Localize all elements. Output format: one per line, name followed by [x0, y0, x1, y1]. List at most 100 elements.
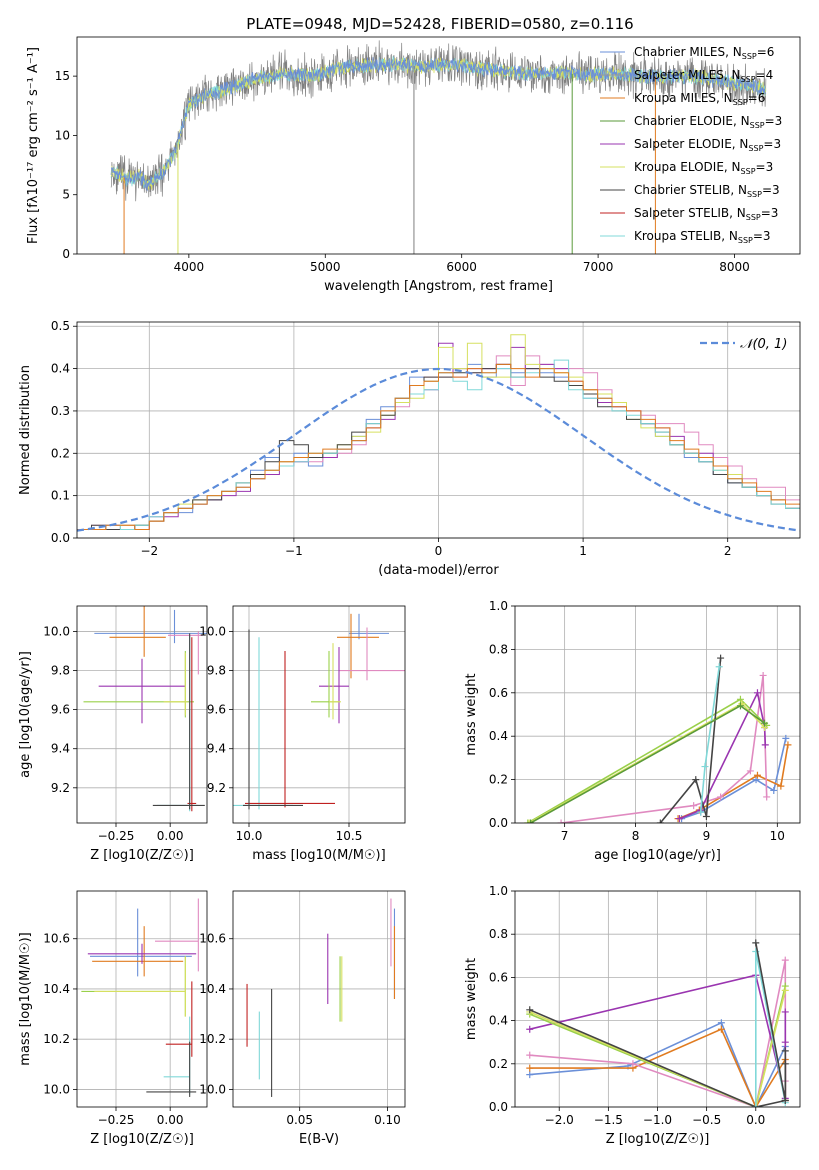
plot-area	[526, 939, 789, 1107]
weight-point-marker	[557, 819, 565, 823]
weight-point-marker	[752, 776, 760, 784]
y-axis-label: mass weight	[464, 958, 479, 1040]
weight-point-marker	[697, 808, 705, 816]
x-tick-label: 0	[435, 544, 443, 558]
weight-point-marker	[717, 654, 725, 662]
weight-series-line	[529, 959, 787, 1107]
legend-label-suffix: =3	[765, 114, 783, 128]
legend-label-suffix: =6	[748, 91, 766, 105]
x-axis-label: Z [log10(Z/Z☉)]	[90, 848, 194, 863]
plot-area	[81, 898, 199, 1097]
weight-vs-age-panel: 7 8 9 10 0.0 0.2 0.4 0.6 0.8 1.0 age [log10(age/yr…	[464, 599, 801, 863]
y-tick-label: 10.4	[199, 982, 226, 996]
y-tick-label: 0.4	[489, 1014, 508, 1028]
figure-title: PLATE=0948, MJD=52428, FIBERID=0580, z=0…	[246, 15, 633, 33]
legend-label-suffix: =4	[756, 68, 774, 82]
y-tick-label: 0.0	[489, 816, 508, 830]
weight-point-marker	[746, 767, 754, 775]
y-tick-label: 0.0	[489, 1100, 508, 1114]
weight-point-marker	[753, 689, 761, 697]
y-tick-label: 0.5	[51, 319, 70, 333]
y-tick-label: 0.6	[489, 686, 508, 700]
y-tick-label: 0.0	[51, 531, 70, 545]
x-tick-label: −0.25	[98, 829, 135, 843]
x-axis-label: Z [log10(Z/Z☉)]	[90, 1132, 194, 1147]
y-tick-label: 10.6	[43, 932, 70, 946]
weight-point-marker	[781, 1097, 789, 1105]
y-tick-label: 0.2	[51, 446, 70, 460]
x-tick-label: 0.05	[286, 1113, 313, 1127]
legend-label-main: Chabrier STELIB, N	[634, 183, 747, 197]
x-tick-label: 9	[703, 829, 711, 843]
axes-frame	[76, 321, 801, 539]
axes-frame	[76, 605, 208, 824]
y-tick-label: 0.2	[489, 1057, 508, 1071]
axes-frame	[514, 890, 801, 1108]
y-tick-label: 0.6	[489, 970, 508, 984]
weight-point-marker	[736, 695, 744, 703]
x-tick-label: 1	[579, 544, 587, 558]
x-axis-label: mass [log10(M/M☉)]	[252, 848, 385, 863]
legend-label-sub: SSP	[742, 52, 757, 61]
weight-point-marker	[690, 802, 698, 810]
y-tick-label: 9.6	[207, 703, 226, 717]
x-tick-label: 0.00	[157, 829, 184, 843]
y-tick-label: 9.6	[51, 703, 70, 717]
plot-area	[110, 40, 767, 254]
y-axis-label: age [log10(age/yr)]	[18, 651, 33, 778]
x-tick-label: 8	[632, 829, 640, 843]
legend-label-main: Salpeter STELIB, N	[634, 206, 746, 220]
y-tick-label: 10.0	[199, 1082, 226, 1096]
weight-point-marker	[715, 663, 723, 671]
weight-point-marker	[781, 1038, 789, 1046]
legend-label: Kroupa MILES, NSSP=6	[634, 91, 765, 107]
x-tick-label: −2.0	[545, 1113, 574, 1127]
age-vs-mass-panel: 10.0 10.5 9.2 9.4 9.6 9.8 10.0 mass [log10(M/M☉…	[199, 605, 406, 863]
legend-label-suffix: =3	[763, 137, 781, 151]
y-axis-label: mass [log10(M/M☉)]	[18, 932, 33, 1065]
weight-point-marker	[526, 1071, 534, 1079]
legend-label-sub: SSP	[750, 121, 765, 130]
weight-point-marker	[717, 793, 725, 801]
x-axis-label: age [log10(age/yr)]	[594, 848, 721, 863]
axes-frame	[76, 36, 801, 255]
y-tick-label: 0.8	[489, 642, 508, 656]
y-tick-label: 10.2	[199, 1032, 226, 1046]
weight-point-marker	[717, 1025, 725, 1033]
x-tick-label: 0.00	[157, 1113, 184, 1127]
y-tick-label: 15	[55, 69, 70, 83]
legend-label: 𝒩(0, 1)	[740, 337, 787, 352]
legend-label-main: Kroupa STELIB, N	[634, 229, 738, 243]
legend-label-main: Salpeter ELODIE, N	[634, 137, 748, 151]
x-tick-label: −0.25	[98, 1113, 135, 1127]
model-spectrum-line	[110, 57, 767, 192]
normal-distribution-curve	[77, 367, 800, 532]
y-tick-label: 1.0	[489, 599, 508, 613]
legend-label: Salpeter STELIB, NSSP=3	[634, 206, 778, 222]
weight-point-marker	[701, 763, 709, 771]
x-tick-label: 4000	[174, 260, 205, 274]
y-tick-label: 9.4	[207, 742, 226, 756]
y-tick-label: 0.4	[51, 362, 70, 376]
y-tick-label: 9.2	[207, 781, 226, 795]
x-tick-label: −1.0	[643, 1113, 672, 1127]
weight-point-marker	[526, 1051, 534, 1059]
weight-point-marker	[781, 1008, 789, 1016]
axes-frame	[232, 605, 406, 824]
grid-lines	[77, 891, 207, 1107]
x-tick-label: −1.5	[594, 1113, 623, 1127]
x-axis-label: (data-model)/error	[378, 563, 499, 578]
plot-area	[77, 334, 800, 532]
mass-vs-ebv-panel: 0.05 0.10 10.0 10.2 10.4 10.6 E(B-V)	[199, 890, 406, 1147]
weight-point-marker	[781, 956, 789, 964]
weight-point-marker	[675, 815, 683, 823]
weight-point-marker	[702, 812, 710, 820]
mass-vs-metallicity-panel: −0.25 0.00 10.0 10.2 10.4 10.6 Z [log10(Z/Z☉)]…	[18, 890, 208, 1147]
plot-area	[233, 613, 405, 810]
x-tick-label: 7	[561, 829, 569, 843]
weight-point-marker	[763, 793, 771, 801]
weight-point-marker	[752, 1103, 760, 1107]
weight-point-marker	[752, 939, 760, 947]
weight-point-marker	[526, 1006, 534, 1014]
x-tick-label: 6000	[446, 260, 477, 274]
